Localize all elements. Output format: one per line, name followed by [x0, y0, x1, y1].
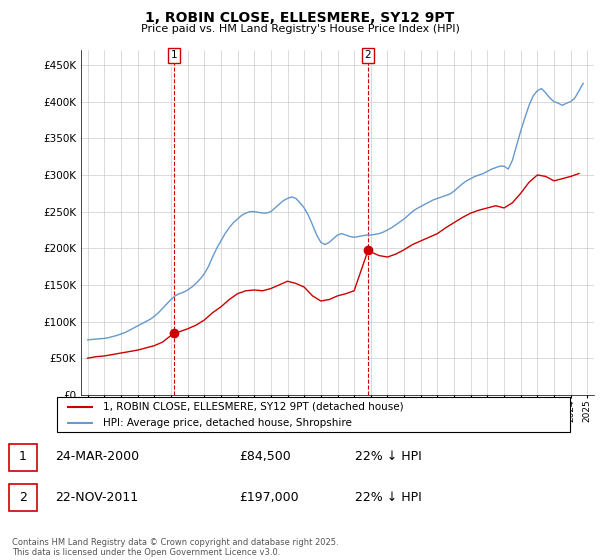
- Text: 24-MAR-2000: 24-MAR-2000: [55, 450, 140, 464]
- FancyBboxPatch shape: [9, 444, 37, 470]
- Text: 22-NOV-2011: 22-NOV-2011: [55, 491, 139, 504]
- Text: HPI: Average price, detached house, Shropshire: HPI: Average price, detached house, Shro…: [103, 418, 352, 428]
- Text: Contains HM Land Registry data © Crown copyright and database right 2025.
This d: Contains HM Land Registry data © Crown c…: [12, 538, 338, 557]
- Text: 1: 1: [171, 50, 178, 60]
- FancyBboxPatch shape: [57, 397, 570, 432]
- FancyBboxPatch shape: [9, 484, 37, 511]
- Text: 1: 1: [19, 450, 27, 464]
- Text: 22% ↓ HPI: 22% ↓ HPI: [355, 491, 422, 504]
- Text: 2: 2: [365, 50, 371, 60]
- Text: Price paid vs. HM Land Registry's House Price Index (HPI): Price paid vs. HM Land Registry's House …: [140, 24, 460, 34]
- Text: £197,000: £197,000: [239, 491, 298, 504]
- Text: £84,500: £84,500: [239, 450, 290, 464]
- Text: 1, ROBIN CLOSE, ELLESMERE, SY12 9PT: 1, ROBIN CLOSE, ELLESMERE, SY12 9PT: [145, 11, 455, 25]
- Text: 2: 2: [19, 491, 27, 504]
- Text: 22% ↓ HPI: 22% ↓ HPI: [355, 450, 422, 464]
- Text: 1, ROBIN CLOSE, ELLESMERE, SY12 9PT (detached house): 1, ROBIN CLOSE, ELLESMERE, SY12 9PT (det…: [103, 402, 404, 412]
